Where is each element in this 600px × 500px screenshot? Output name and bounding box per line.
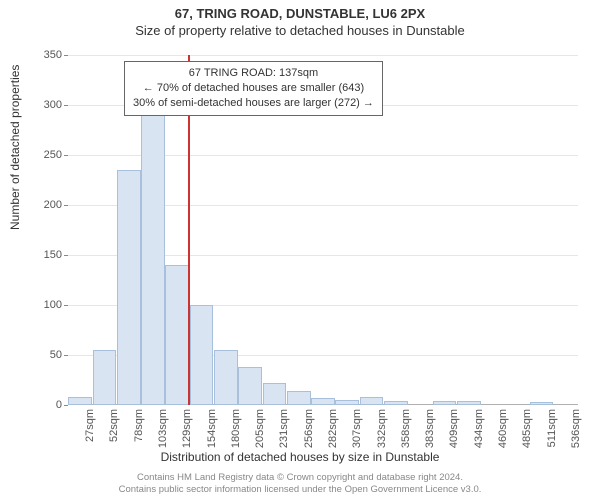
y-tick-mark	[64, 105, 68, 106]
histogram-bar	[165, 265, 189, 405]
y-tick-mark	[64, 205, 68, 206]
y-tick-label: 300	[22, 99, 62, 111]
page-title: 67, TRING ROAD, DUNSTABLE, LU6 2PX	[0, 0, 600, 21]
histogram-bar	[530, 402, 554, 405]
histogram-bar	[360, 397, 384, 405]
histogram-bar	[190, 305, 214, 405]
y-tick-label: 200	[22, 199, 62, 211]
y-tick-label: 100	[22, 299, 62, 311]
chart-area: 27sqm52sqm78sqm103sqm129sqm154sqm180sqm2…	[68, 55, 578, 405]
histogram-bar	[287, 391, 311, 405]
histogram-bar	[214, 350, 238, 405]
y-tick-label: 150	[22, 249, 62, 261]
callout-line-1: 67 TRING ROAD: 137sqm	[133, 66, 374, 81]
histogram-bar	[117, 170, 141, 405]
histogram-bar	[384, 401, 408, 405]
callout-line-2: ← 70% of detached houses are smaller (64…	[133, 81, 374, 96]
property-callout: 67 TRING ROAD: 137sqm← 70% of detached h…	[124, 61, 383, 116]
y-tick-mark	[64, 305, 68, 306]
histogram-bar	[263, 383, 287, 405]
y-tick-mark	[64, 255, 68, 256]
y-tick-mark	[64, 355, 68, 356]
histogram-bar	[457, 401, 481, 405]
plot-region: 27sqm52sqm78sqm103sqm129sqm154sqm180sqm2…	[68, 55, 578, 405]
y-tick-mark	[64, 405, 68, 406]
histogram-bar	[335, 400, 359, 405]
y-tick-label: 0	[22, 399, 62, 411]
histogram-bar	[93, 350, 117, 405]
y-tick-mark	[64, 55, 68, 56]
footer-line-2: Contains public sector information licen…	[0, 484, 600, 496]
x-axis-label: Distribution of detached houses by size …	[0, 450, 600, 464]
histogram-bar	[141, 115, 165, 405]
histogram-bar	[433, 401, 457, 405]
y-tick-label: 250	[22, 149, 62, 161]
chart-container: 67, TRING ROAD, DUNSTABLE, LU6 2PX Size …	[0, 0, 600, 500]
y-tick-label: 50	[22, 349, 62, 361]
page-subtitle: Size of property relative to detached ho…	[0, 23, 600, 38]
attribution-footer: Contains HM Land Registry data © Crown c…	[0, 472, 600, 496]
histogram-bar	[68, 397, 92, 405]
histogram-bar	[311, 398, 335, 405]
histogram-bar	[238, 367, 262, 405]
y-tick-mark	[64, 155, 68, 156]
y-tick-label: 350	[22, 49, 62, 61]
y-axis-label: Number of detached properties	[8, 65, 22, 230]
grid-line	[68, 55, 578, 56]
callout-line-3: 30% of semi-detached houses are larger (…	[133, 96, 374, 111]
footer-line-1: Contains HM Land Registry data © Crown c…	[0, 472, 600, 484]
